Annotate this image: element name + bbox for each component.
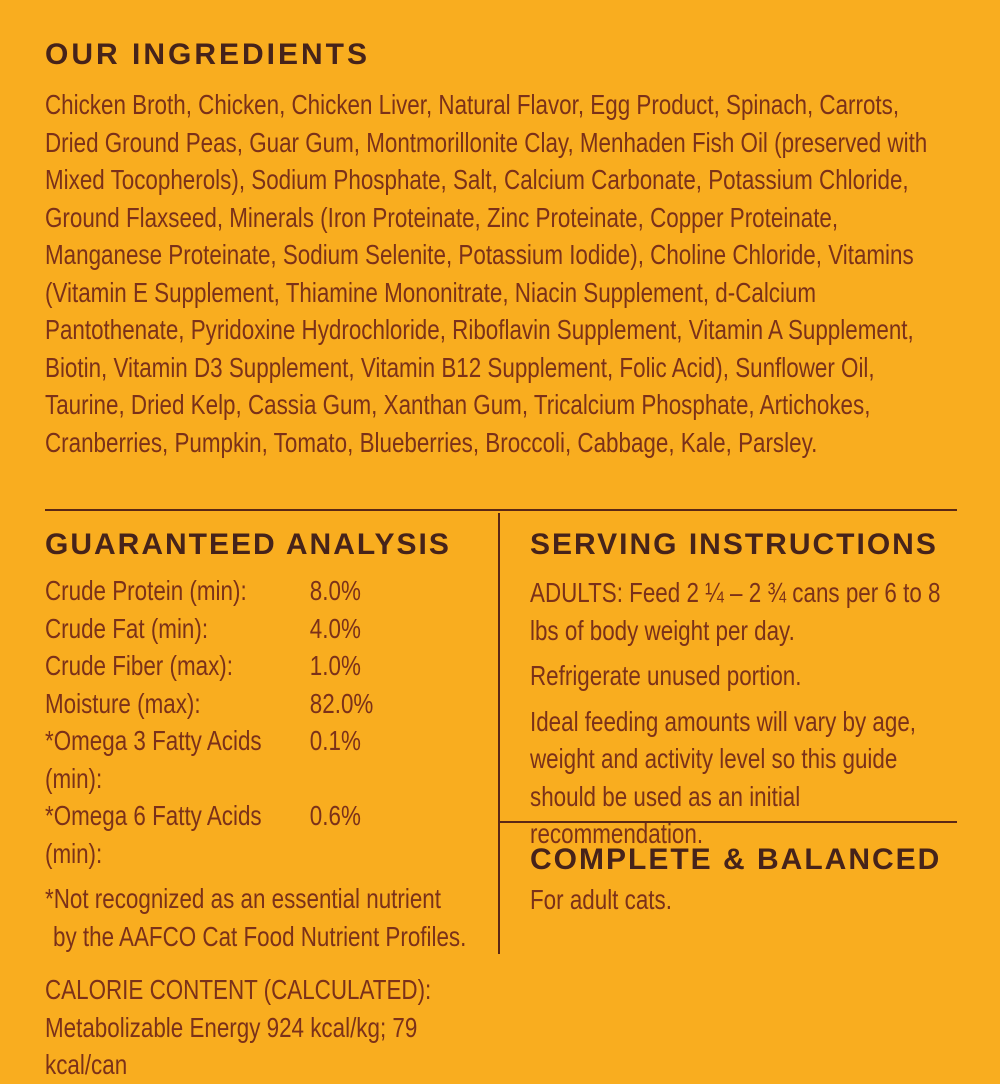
analysis-label: *Omega 3 Fatty Acids (min): xyxy=(45,725,262,794)
serving-instructions-title: SERVING INSTRUCTIONS xyxy=(530,528,938,561)
complete-balanced-subtitle: For adult cats. xyxy=(530,884,672,915)
horizontal-divider xyxy=(500,821,957,823)
complete-balanced-title: COMPLETE & BALANCED xyxy=(530,843,942,876)
ingredients-list: Chicken Broth, Chicken, Chicken Liver, N… xyxy=(45,89,928,458)
analysis-label: *Omega 6 Fatty Acids (min): xyxy=(45,800,262,869)
analysis-row-moisture: Moisture (max): 82.0% xyxy=(45,685,477,723)
ideal-feeding-text: Ideal feeding amounts will vary by age, … xyxy=(530,705,916,850)
analysis-row-crude-protein: Crude Protein (min): 8.0% xyxy=(45,572,477,610)
adults-feeding-text: ADULTS: Feed 2 ¼ – 2 ¾ cans per 6 to 8 l… xyxy=(530,577,941,646)
analysis-row-crude-fiber: Crude Fiber (max): 1.0% xyxy=(45,647,477,685)
serving-instructions-section: SERVING INSTRUCTIONS ADULTS: Feed 2 ¼ – … xyxy=(530,528,958,861)
analysis-value: 8.0% xyxy=(309,575,361,606)
complete-balanced-section: COMPLETE & BALANCED For adult cats. xyxy=(530,843,958,919)
guaranteed-analysis-title: GUARANTEED ANALYSIS xyxy=(45,528,451,561)
refrigerate-text: Refrigerate unused portion. xyxy=(530,660,802,691)
analysis-value: 0.6% xyxy=(309,800,361,831)
guaranteed-analysis-body: Crude Protein (min): 8.0% Crude Fat (min… xyxy=(45,572,477,1084)
analysis-value: 4.0% xyxy=(309,612,361,644)
analysis-label: Crude Fat (min): xyxy=(45,612,209,644)
calorie-content-value: Metabolizable Energy 924 kcal/kg; 79 kca… xyxy=(45,1011,418,1081)
ingredients-section: OUR INGREDIENTS Chicken Broth, Chicken, … xyxy=(45,38,957,461)
analysis-label: Crude Protein (min): xyxy=(45,575,247,606)
vertical-divider xyxy=(498,513,500,954)
footnote-line: by the AAFCO Cat Food Nutrient Profiles. xyxy=(53,920,467,952)
aafco-footnote: *Not recognized as an essential nutrient… xyxy=(45,880,477,955)
analysis-value: 82.0% xyxy=(309,687,374,719)
ingredients-title: OUR INGREDIENTS xyxy=(45,38,371,71)
analysis-row-omega6: *Omega 6 Fatty Acids (min): 0.6% xyxy=(45,797,477,872)
guaranteed-analysis-section: GUARANTEED ANALYSIS Crude Protein (min):… xyxy=(45,528,477,1084)
horizontal-divider xyxy=(45,509,957,511)
analysis-row-omega3: *Omega 3 Fatty Acids (min): 0.1% xyxy=(45,722,477,797)
analysis-label: Moisture (max): xyxy=(45,687,201,719)
serving-instructions-body: ADULTS: Feed 2 ¼ – 2 ¾ cans per 6 to 8 l… xyxy=(530,574,958,853)
analysis-row-crude-fat: Crude Fat (min): 4.0% xyxy=(45,610,477,648)
analysis-value: 1.0% xyxy=(309,650,361,681)
footnote-line: *Not recognized as an essential nutrient xyxy=(45,883,441,914)
analysis-label: Crude Fiber (max): xyxy=(45,650,233,681)
analysis-value: 0.1% xyxy=(309,725,361,756)
calorie-content-heading: CALORIE CONTENT (CALCULATED): xyxy=(45,974,432,1005)
